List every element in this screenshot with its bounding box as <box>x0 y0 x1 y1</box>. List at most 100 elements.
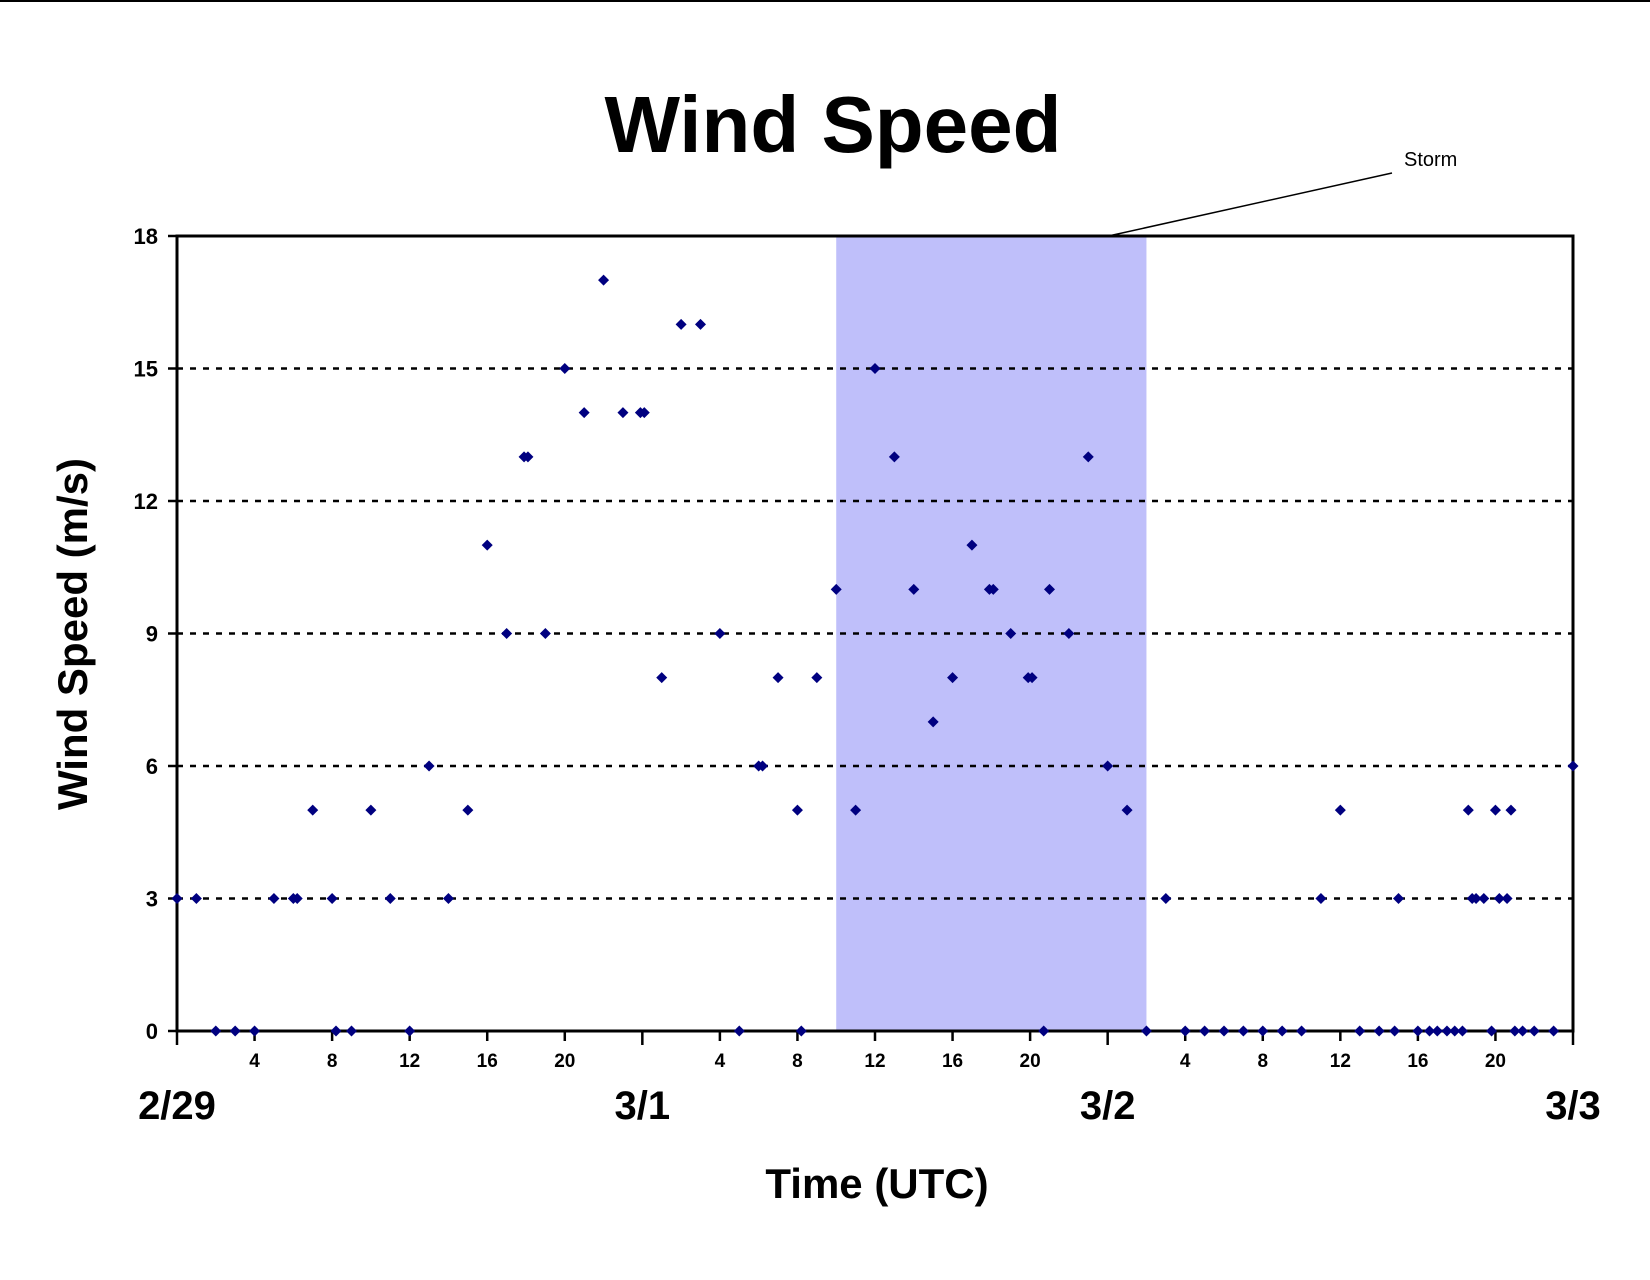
data-point <box>598 274 610 286</box>
data-point <box>795 1025 807 1037</box>
data-point <box>638 407 650 419</box>
data-point <box>462 804 474 816</box>
data-point <box>1505 804 1517 816</box>
data-point <box>1237 1025 1249 1037</box>
data-point <box>1486 1025 1498 1037</box>
data-point <box>1354 1025 1366 1037</box>
x-tick-label-hour: 16 <box>1407 1051 1428 1072</box>
y-tick-label-12: 12 <box>134 489 158 514</box>
data-point <box>1038 1025 1050 1037</box>
data-point <box>1449 1025 1461 1037</box>
y-axis-ticks: 0 3 6 9 12 15 18 <box>134 224 177 1044</box>
data-point <box>268 893 280 904</box>
y-tick-label-3: 3 <box>146 887 158 912</box>
data-point <box>1412 1025 1424 1037</box>
storm-annotation-leader <box>1108 172 1393 237</box>
data-point <box>404 1025 416 1037</box>
data-point <box>1218 1025 1230 1037</box>
data-point <box>559 363 571 374</box>
y-tick-label-0: 0 <box>146 1019 158 1044</box>
data-point <box>330 1025 342 1037</box>
data-point <box>1528 1025 1540 1037</box>
data-point <box>1373 1025 1385 1037</box>
x-axis-ticks: 4 8 12 16 20 4 8 12 16 20 4 8 12 16 20 2/29 3/1 3/2 3/3 <box>138 1031 1601 1128</box>
data-point <box>229 1025 241 1037</box>
x-tick-label-day: 3/1 <box>615 1084 671 1128</box>
data-point <box>908 583 920 595</box>
data-point <box>1334 804 1346 816</box>
data-point <box>757 760 769 772</box>
data-point <box>1160 893 1172 904</box>
data-point <box>1478 893 1490 904</box>
data-point <box>714 628 726 639</box>
data-point <box>1470 893 1482 904</box>
x-tick-label-day: 3/2 <box>1080 1084 1136 1128</box>
data-point <box>1567 760 1579 772</box>
x-tick-label-hour: 4 <box>715 1051 726 1072</box>
x-tick-label-hour: 4 <box>249 1051 260 1072</box>
data-point <box>1462 804 1474 816</box>
data-point <box>1063 628 1075 639</box>
data-point <box>1509 1025 1521 1037</box>
data-point <box>1082 451 1094 463</box>
x-tick-label-hour: 8 <box>1257 1051 1268 1072</box>
data-point <box>1393 893 1404 904</box>
data-point <box>1140 1025 1152 1037</box>
y-tick-label-15: 15 <box>134 357 158 382</box>
x-tick-label-hour: 16 <box>942 1051 963 1072</box>
x-tick-label-hour: 8 <box>792 1051 803 1072</box>
y-tick-label-9: 9 <box>146 622 158 647</box>
data-point <box>695 318 706 330</box>
data-point <box>1315 893 1327 904</box>
data-point <box>888 451 900 463</box>
data-points <box>171 274 1579 1037</box>
data-point <box>481 539 493 551</box>
data-point <box>869 363 881 374</box>
data-point <box>1121 804 1133 816</box>
x-tick-label-hour: 12 <box>1330 1051 1351 1072</box>
data-point <box>539 628 551 639</box>
data-point <box>1026 672 1038 684</box>
y-tick-label-6: 6 <box>146 754 158 779</box>
y-axis-label: Wind Speed (m/s) <box>49 458 96 810</box>
data-point <box>1199 1025 1211 1037</box>
data-point <box>1102 760 1114 772</box>
data-point <box>947 672 959 684</box>
data-point <box>1389 1025 1401 1037</box>
data-point <box>927 716 939 728</box>
data-point <box>442 893 454 904</box>
y-tick-label-18: 18 <box>134 224 158 249</box>
data-point <box>811 672 823 684</box>
data-point <box>1548 1025 1560 1037</box>
data-point <box>501 628 513 639</box>
data-point <box>578 407 590 419</box>
data-point <box>1005 628 1017 639</box>
data-point <box>1296 1025 1308 1037</box>
data-point <box>1441 1025 1453 1037</box>
data-point <box>791 804 803 816</box>
storm-annotation-label: Storm <box>1404 149 1457 171</box>
x-tick-label-hour: 8 <box>327 1051 338 1072</box>
data-point <box>987 583 999 595</box>
data-point <box>1489 804 1501 816</box>
data-point <box>346 1025 357 1037</box>
data-point <box>850 804 862 816</box>
data-point <box>326 893 338 904</box>
data-point <box>1493 893 1505 904</box>
data-point <box>733 1025 745 1037</box>
data-point <box>1501 893 1513 904</box>
x-tick-label-hour: 4 <box>1180 1051 1191 1072</box>
data-point <box>291 893 303 904</box>
data-point <box>772 672 784 684</box>
data-point <box>1517 1025 1529 1037</box>
data-point <box>1431 1025 1443 1037</box>
data-point <box>1257 1025 1269 1037</box>
data-point <box>675 318 687 330</box>
data-point <box>1456 1025 1468 1037</box>
data-point <box>190 893 202 904</box>
data-point <box>656 672 668 684</box>
data-point <box>1424 1025 1436 1037</box>
data-point <box>171 893 183 904</box>
